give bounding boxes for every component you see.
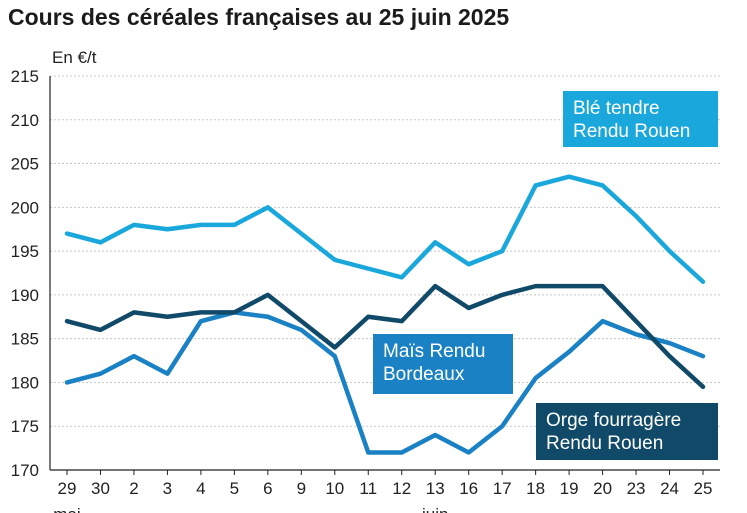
y-tick-label-190: 190 bbox=[11, 286, 39, 305]
x-tick-label-20: 20 bbox=[593, 479, 612, 498]
month-label-juin: juin bbox=[421, 505, 448, 513]
x-tick-label-17: 17 bbox=[493, 479, 512, 498]
legend-orge-line1: Orge fourragère bbox=[546, 410, 682, 431]
x-tick-label-23: 23 bbox=[627, 479, 646, 498]
y-tick-label-180: 180 bbox=[11, 373, 39, 392]
x-tick-label-9: 9 bbox=[297, 479, 306, 498]
legend-mais-line2: Bordeaux bbox=[383, 364, 465, 385]
y-axis-unit-label: En €/t bbox=[52, 48, 97, 67]
series-line-ble bbox=[64, 174, 706, 285]
x-tick-label-19: 19 bbox=[560, 479, 579, 498]
legend-ble-line1: Blé tendre bbox=[573, 98, 660, 119]
x-tick-label-16: 16 bbox=[459, 479, 478, 498]
x-tick-label-6: 6 bbox=[263, 479, 272, 498]
y-tick-label-170: 170 bbox=[11, 461, 39, 480]
x-tick-label-11: 11 bbox=[359, 479, 377, 498]
x-tick-label-25: 25 bbox=[694, 479, 713, 498]
legend-mais: Maïs Rendu Bordeaux bbox=[373, 334, 513, 394]
legend-orge: Orge fourragère Rendu Rouen bbox=[536, 403, 718, 460]
x-tick-label-10: 10 bbox=[325, 479, 344, 498]
x-tick-label-24: 24 bbox=[660, 479, 679, 498]
chart-title: Cours des céréales françaises au 25 juin… bbox=[8, 4, 510, 30]
x-tick-label-18: 18 bbox=[526, 479, 545, 498]
legend-ble-tendre: Blé tendre Rendu Rouen bbox=[563, 91, 718, 147]
x-tick-label-4: 4 bbox=[196, 479, 205, 498]
x-tick-label-3: 3 bbox=[163, 479, 172, 498]
y-tick-label-215: 215 bbox=[11, 67, 39, 86]
month-label-mai: mai bbox=[53, 505, 80, 513]
legend-orge-line2: Rendu Rouen bbox=[546, 433, 664, 454]
y-tick-label-185: 185 bbox=[11, 330, 39, 349]
y-tick-label-195: 195 bbox=[11, 242, 39, 261]
x-tick-label-12: 12 bbox=[392, 479, 411, 498]
x-tick-label-5: 5 bbox=[230, 479, 239, 498]
y-tick-label-205: 205 bbox=[11, 155, 39, 174]
series-line-orge bbox=[64, 283, 706, 390]
x-tick-label-29: 29 bbox=[58, 479, 77, 498]
x-tick-label-2: 2 bbox=[129, 479, 138, 498]
y-tick-label-200: 200 bbox=[11, 198, 39, 217]
legend-ble-line2: Rendu Rouen bbox=[573, 121, 691, 142]
x-tick-label-30: 30 bbox=[91, 479, 110, 498]
series-line-mais bbox=[64, 310, 706, 455]
x-tick-label-13: 13 bbox=[426, 479, 445, 498]
y-tick-label-210: 210 bbox=[11, 111, 39, 130]
y-tick-label-175: 175 bbox=[11, 417, 39, 436]
legend-mais-line1: Maïs Rendu bbox=[383, 341, 486, 362]
